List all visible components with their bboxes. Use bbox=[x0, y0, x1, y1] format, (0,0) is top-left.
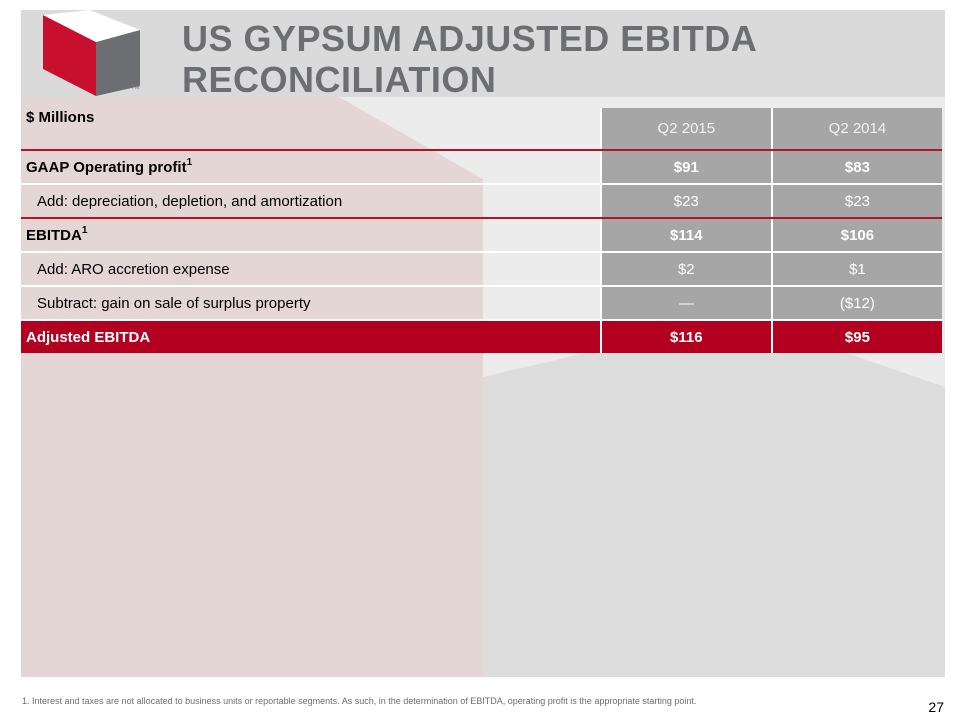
table-header-row: $ Millions Q2 2015 Q2 2014 bbox=[21, 108, 942, 151]
table-row-gaap-operating-profit: GAAP Operating profit1 $91 $83 bbox=[21, 150, 942, 185]
row-label: Subtract: gain on sale of surplus proper… bbox=[21, 286, 601, 321]
table-row-aro-accretion: Add: ARO accretion expense $2 $1 bbox=[21, 252, 942, 287]
column-header-q2-2015: Q2 2015 bbox=[599, 108, 772, 151]
title-bar bbox=[21, 10, 945, 97]
logo-top-face bbox=[43, 10, 140, 42]
unit-label: $ Millions bbox=[21, 108, 601, 151]
footnote-ref: 1 bbox=[186, 156, 193, 168]
gray-background-shape bbox=[483, 317, 945, 677]
row-label-text: GAAP Operating profit bbox=[26, 158, 187, 176]
value-q2-2015: $114 bbox=[599, 218, 772, 253]
company-logo bbox=[43, 10, 140, 96]
table-row-depreciation: Add: depreciation, depletion, and amorti… bbox=[21, 184, 942, 219]
column-header-q2-2014: Q2 2014 bbox=[770, 108, 942, 151]
row-label: Add: ARO accretion expense bbox=[21, 252, 601, 287]
page-title: US GYPSUM ADJUSTED EBITDA RECONCILIATION bbox=[182, 18, 756, 100]
value-q2-2014: $83 bbox=[770, 150, 942, 185]
table-row-gain-on-sale: Subtract: gain on sale of surplus proper… bbox=[21, 286, 942, 321]
value-q2-2015: $116 bbox=[599, 320, 772, 353]
row-label: GAAP Operating profit1 bbox=[21, 150, 601, 185]
value-q2-2014: $106 bbox=[770, 218, 942, 253]
value-q2-2014: $1 bbox=[770, 252, 942, 287]
value-q2-2014: ($12) bbox=[770, 286, 942, 321]
value-q2-2015: $91 bbox=[599, 150, 772, 185]
value-q2-2015: $2 bbox=[599, 252, 772, 287]
page-number: 27 bbox=[928, 699, 944, 715]
row-label: Add: depreciation, depletion, and amorti… bbox=[21, 184, 601, 219]
logo-gray-face bbox=[96, 30, 140, 96]
table-row-ebitda: EBITDA1 $114 $106 bbox=[21, 218, 942, 253]
value-q2-2015: $23 bbox=[599, 184, 772, 219]
table-row-adjusted-ebitda: Adjusted EBITDA $116 $95 bbox=[21, 320, 942, 353]
row-label-text: EBITDA bbox=[26, 226, 82, 244]
value-q2-2014: $23 bbox=[770, 184, 942, 219]
ebitda-reconciliation-table: $ Millions Q2 2015 Q2 2014 GAAP Operatin… bbox=[21, 108, 942, 353]
row-label: Adjusted EBITDA bbox=[21, 320, 601, 353]
logo-trademark: TM bbox=[131, 85, 140, 91]
row-label: EBITDA1 bbox=[21, 218, 601, 253]
footnote-ref: 1 bbox=[81, 224, 88, 236]
value-q2-2014: $95 bbox=[770, 320, 942, 353]
footnote: 1. Interest and taxes are not allocated … bbox=[22, 696, 697, 706]
value-q2-2015: — bbox=[599, 286, 772, 321]
